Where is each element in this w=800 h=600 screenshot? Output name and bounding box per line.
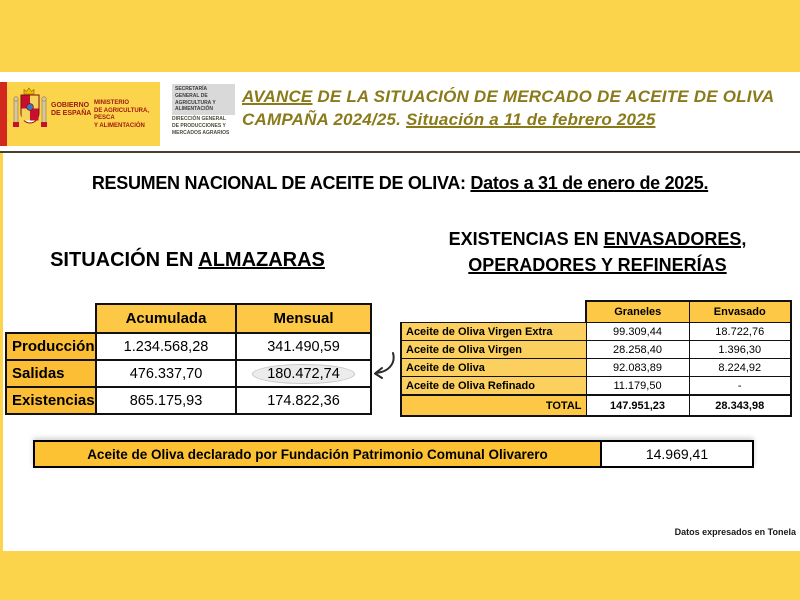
value-cell: 28.258,40: [585, 340, 690, 359]
total-value-cell: 147.951,23: [585, 394, 690, 417]
value-cell: -: [688, 376, 792, 396]
left-edge-stripe: [0, 153, 3, 551]
envasadores-header-row: Graneles Envasado: [401, 300, 792, 323]
ministerio-label: MINISTERIO DE AGRICULTURA, PESCA Y ALIME…: [94, 100, 149, 129]
value-cell: 1.396,30: [688, 340, 792, 359]
column-header-envasado: Envasado: [688, 300, 792, 323]
government-logo: GOBIERNO DE ESPAÑA MINISTERIO DE AGRICUL…: [7, 82, 160, 146]
presentation-title: AVANCE DE LA SITUACIÓN DE MERCADO DE ACE…: [242, 86, 798, 132]
fundacion-value: 14.969,41: [602, 440, 754, 468]
value-cell: 341.490,59: [235, 332, 372, 361]
empty-corner-cell: [401, 301, 586, 323]
column-header-mensual: Mensual: [235, 303, 372, 334]
row-label-cell: Aceite de Oliva Virgen Extra: [400, 322, 587, 341]
value-cell: 18.722,76: [688, 322, 792, 341]
spain-coat-of-arms-icon: [13, 87, 47, 127]
row-label-cell: Salidas: [5, 359, 97, 388]
total-value-cell: 28.343,98: [688, 394, 792, 417]
value-cell: 8.224,92: [688, 358, 792, 377]
value-cell: 1.234.568,28: [95, 332, 237, 361]
table-row-virgen: Aceite de Oliva Virgen 28.258,40 1.396,3…: [400, 340, 792, 359]
value-cell: 865.175,93: [95, 386, 237, 415]
secretaria-general-box: SECRETARÍA GENERAL DE AGRICULTURA Y ALIM…: [172, 84, 235, 115]
empty-corner-cell: [6, 304, 96, 333]
table-row-refinado: Aceite de Oliva Refinado 11.179,50 -: [400, 376, 792, 396]
almazaras-header-row: Acumulada Mensual: [6, 303, 372, 334]
table-row-existencias: Existencias 865.175,93 174.822,36: [5, 386, 372, 415]
direccion-general-label: DIRECCIÓN GENERAL DE PRODUCCIONES Y MERC…: [172, 116, 230, 136]
header-divider-line: [0, 151, 800, 153]
gobierno-de-espana-label: GOBIERNO DE ESPAÑA: [51, 102, 92, 118]
almazaras-table: Acumulada Mensual Producción 1.234.568,2…: [5, 303, 372, 415]
envasadores-section-title: EXISTENCIAS EN ENVASADORES, OPERADORES Y…: [448, 229, 747, 276]
row-label-cell: Producción: [5, 332, 97, 361]
row-label-cell: Aceite de Oliva Virgen: [400, 340, 587, 359]
summary-date-underlined: Datos a 31 de enero de 2025.: [470, 173, 709, 193]
units-footnote: Datos expresados en Tonela: [674, 527, 796, 537]
title-situacion-underlined: Situación a 11 de febrero 2025: [406, 109, 656, 129]
table-row-produccion: Producción 1.234.568,28 341.490,59: [5, 332, 372, 361]
highlight-ellipse: 180.472,74: [252, 363, 355, 384]
slide-content-area: GOBIERNO DE ESPAÑA MINISTERIO DE AGRICUL…: [0, 72, 800, 551]
value-cell-highlighted: 180.472,74: [235, 359, 372, 388]
fundacion-label: Aceite de Oliva declarado por Fundación …: [33, 440, 602, 468]
table-row-aceite-oliva: Aceite de Oliva 92.083,89 8.224,92: [400, 358, 792, 377]
row-label-cell: Existencias: [5, 386, 97, 415]
value-cell: 11.179,50: [585, 376, 690, 396]
title-line-2: CAMPAÑA 2024/25. Situación a 11 de febre…: [242, 109, 656, 129]
table-row-total: TOTAL 147.951,23 28.343,98: [400, 394, 792, 417]
row-label-cell: Aceite de Oliva Refinado: [400, 376, 587, 396]
hand-drawn-arrow-icon: [374, 352, 395, 379]
value-cell: 92.083,89: [585, 358, 690, 377]
title-avance-underlined: AVANCE: [242, 87, 313, 106]
title-line-1: AVANCE DE LA SITUACIÓN DE MERCADO DE ACE…: [242, 87, 775, 106]
envasadores-table: Graneles Envasado Aceite de Oliva Virgen…: [400, 300, 792, 417]
table-row-salidas: Salidas 476.337,70 180.472,74: [5, 359, 372, 388]
value-cell: 476.337,70: [95, 359, 237, 388]
logo-red-accent-bar: [0, 82, 7, 146]
row-label-cell: Aceite de Oliva: [400, 358, 587, 377]
value-cell: 99.309,44: [585, 322, 690, 341]
almazaras-section-title: SITUACIÓN EN ALMAZARAS: [50, 249, 325, 271]
column-header-graneles: Graneles: [585, 300, 690, 323]
table-row-virgen-extra: Aceite de Oliva Virgen Extra 99.309,44 1…: [400, 322, 792, 341]
summary-heading: RESUMEN NACIONAL DE ACEITE DE OLIVA: Dat…: [91, 173, 709, 193]
column-header-acumulada: Acumulada: [95, 303, 237, 334]
total-label-cell: TOTAL: [400, 394, 587, 417]
fundacion-bar: Aceite de Oliva declarado por Fundación …: [33, 440, 754, 468]
value-cell: 174.822,36: [235, 386, 372, 415]
